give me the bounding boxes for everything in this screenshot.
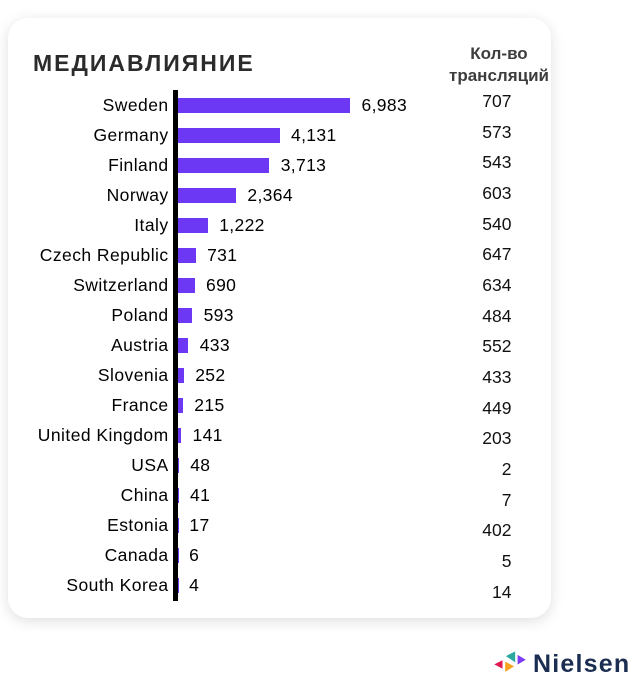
svg-text:Nielsen: Nielsen [533,650,630,677]
